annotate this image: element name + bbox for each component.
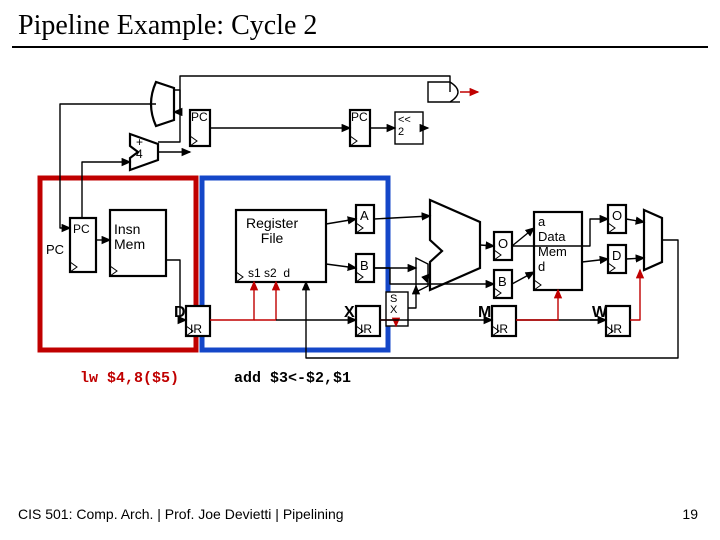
pc-latch1-label: PC xyxy=(191,110,208,124)
D-IR-label: IR xyxy=(190,322,202,336)
D-stage-label: D xyxy=(174,304,186,322)
sx-label: S X xyxy=(390,294,397,316)
B2-label: B xyxy=(498,274,507,289)
pc-latch2-label: PC xyxy=(351,110,368,124)
dmem-label: a Data Mem d xyxy=(538,214,567,274)
W-IR-label: IR xyxy=(610,322,622,336)
pc-left-label: PC xyxy=(46,242,64,257)
X-stage-label: X xyxy=(344,304,355,322)
O2-label: O xyxy=(612,208,622,223)
page-title: Pipeline Example: Cycle 2 xyxy=(0,0,720,46)
rf-ports-label: s1 s2 d xyxy=(248,266,290,280)
pipeline-diagram: + 4 PC PC << 2 PC PC Insn Mem Register F… xyxy=(30,70,690,430)
code-blk: add $3<-$2,$1 xyxy=(234,370,351,387)
O-alu-label: O xyxy=(498,236,508,251)
footer: CIS 501: Comp. Arch. | Prof. Joe Deviett… xyxy=(18,506,344,522)
plus4-label: + 4 xyxy=(136,136,143,160)
page: Pipeline Example: Cycle 2 + 4 PC PC << 2… xyxy=(0,0,720,540)
page-number: 19 xyxy=(682,506,698,522)
pc-box-label: PC xyxy=(73,222,90,236)
code-red: lw $4,8($5) xyxy=(80,370,179,387)
D2-label: D xyxy=(612,248,621,263)
B-label: B xyxy=(360,258,369,273)
insn-mem-label: Insn Mem xyxy=(114,222,145,252)
regfile-label: Register File xyxy=(246,216,298,246)
shl2-label: << 2 xyxy=(398,114,411,138)
A-label: A xyxy=(360,208,369,223)
X-IR-label: IR xyxy=(360,322,372,336)
M-stage-label: M xyxy=(478,304,491,322)
M-IR-label: IR xyxy=(496,322,508,336)
W-stage-label: W xyxy=(592,304,607,322)
title-rule xyxy=(12,46,708,48)
